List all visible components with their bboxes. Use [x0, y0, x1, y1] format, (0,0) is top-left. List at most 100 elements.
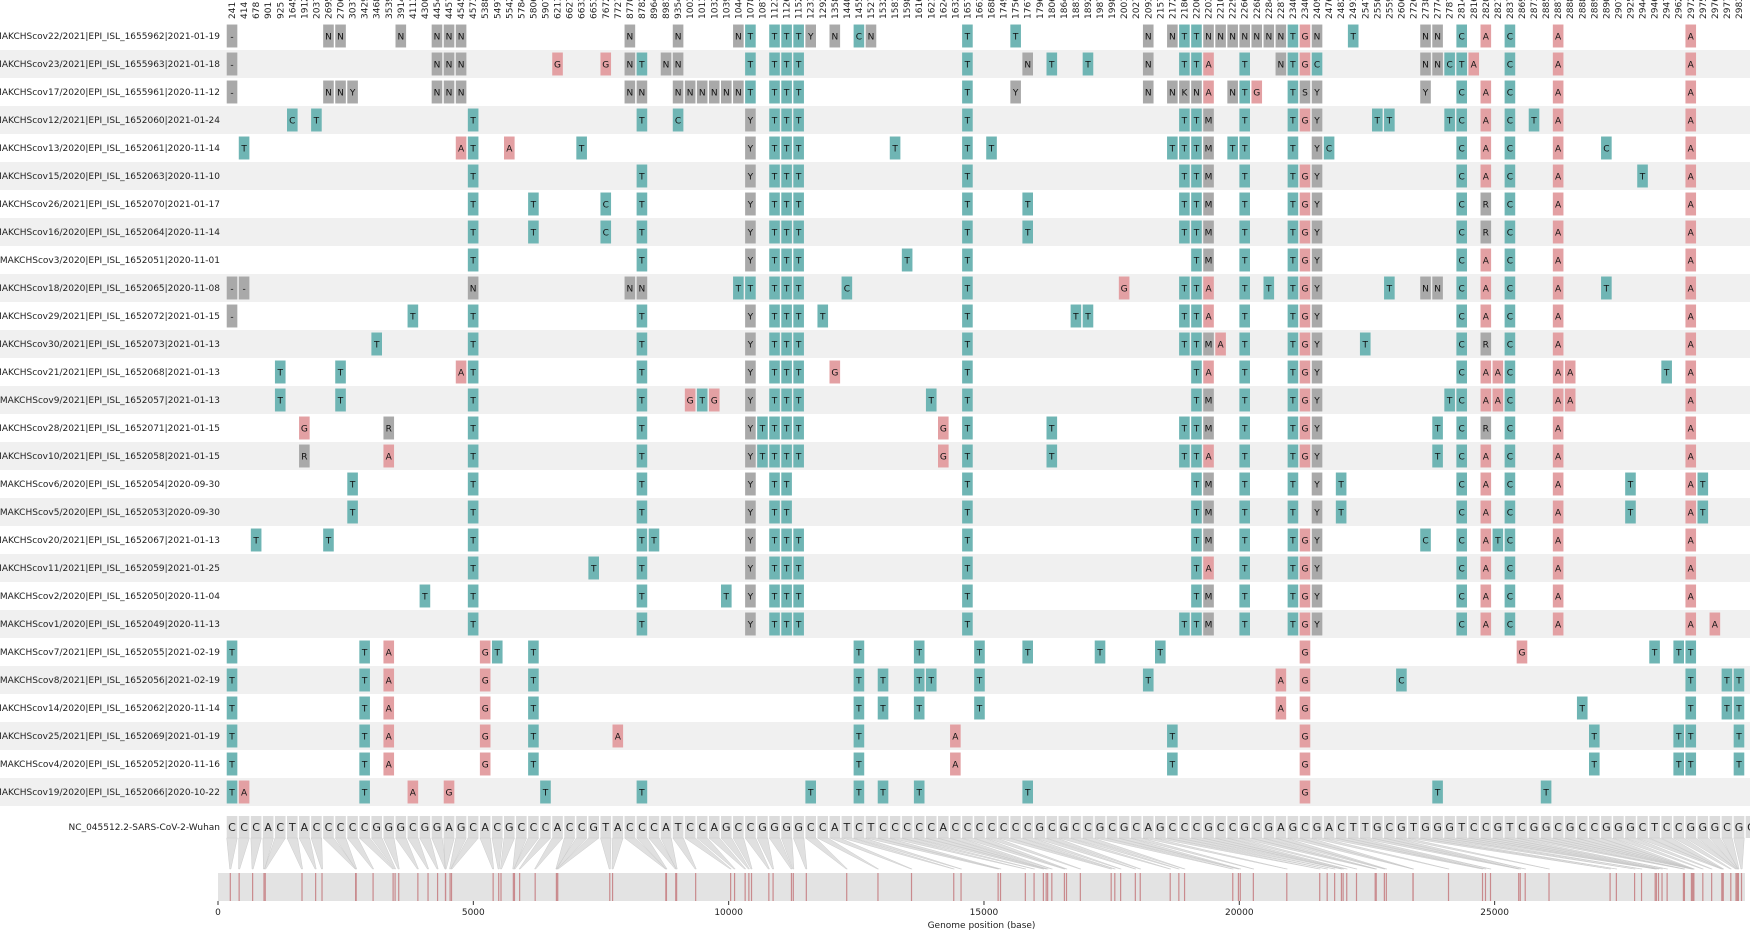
variant-base: T	[915, 649, 922, 659]
variant-cell	[636, 304, 648, 328]
variant-base: T	[469, 117, 476, 127]
position-label: 4545	[457, 0, 467, 19]
reference-cell	[540, 816, 551, 838]
reference-base: C	[349, 821, 357, 834]
variant-cell	[612, 724, 624, 748]
variant-cell	[1287, 108, 1299, 132]
reference-base: C	[1470, 821, 1478, 834]
variant-cell	[1287, 52, 1299, 76]
reference-base: C	[1639, 821, 1647, 834]
reference-cell	[1540, 816, 1552, 838]
variant-base: M	[1205, 425, 1213, 435]
variant-base: N	[337, 33, 344, 43]
variant-cell	[1311, 612, 1323, 636]
reference-base: G	[1735, 821, 1744, 834]
variant-base: N	[723, 89, 730, 99]
reference-base: C	[1723, 821, 1731, 834]
variant-base: T	[855, 677, 862, 687]
variant-cell	[1685, 304, 1697, 328]
variant-cell	[793, 164, 804, 188]
reference-cell	[1408, 816, 1419, 838]
genome-position-mark	[750, 873, 753, 901]
variant-cell	[1637, 164, 1648, 188]
variant-base: T	[771, 537, 778, 547]
genome-position-mark	[1319, 873, 1321, 901]
variant-base: T	[795, 33, 802, 43]
genome-position-mark	[1548, 873, 1550, 901]
variant-base: C	[1314, 61, 1320, 71]
variant-cell	[1685, 388, 1697, 412]
variant-cell	[1311, 164, 1323, 188]
variant-base: T	[1289, 285, 1296, 295]
variant-cell	[467, 612, 479, 636]
variant-cell	[383, 668, 395, 692]
variant-base: T	[1289, 313, 1296, 323]
position-label: 17964	[1036, 0, 1046, 19]
variant-base: T	[964, 509, 971, 519]
variant-base: A	[1688, 173, 1695, 183]
variant-base: A	[1688, 537, 1695, 547]
variant-cell	[1552, 192, 1564, 216]
variant-base: T	[1434, 789, 1441, 799]
variant-base: G	[711, 397, 718, 407]
variant-cell	[769, 108, 780, 132]
variant-base: T	[1289, 509, 1296, 519]
genome-position-mark	[1079, 873, 1081, 901]
variant-cell	[1299, 640, 1311, 664]
reference-base: A	[940, 821, 948, 834]
variant-cell	[769, 80, 780, 104]
variant-base: N	[711, 89, 718, 99]
reference-cell	[962, 816, 973, 838]
variant-cell	[1239, 388, 1250, 412]
variant-cell	[1203, 360, 1214, 384]
variant-base: G	[482, 705, 489, 715]
variant-cell	[1649, 640, 1660, 664]
reference-cell	[1203, 816, 1214, 838]
reference-cell	[431, 816, 443, 838]
genome-position-mark	[1051, 873, 1053, 901]
variant-cell	[1167, 24, 1178, 48]
reference-base: A	[1277, 821, 1285, 834]
variant-base: T	[771, 89, 778, 99]
variant-base: C	[1398, 677, 1404, 687]
variant-cell	[1685, 164, 1697, 188]
position-connector	[491, 837, 503, 870]
reference-base: G	[1445, 821, 1454, 834]
variant-cell	[793, 360, 804, 384]
variant-cell	[1685, 248, 1697, 272]
variant-cell	[1311, 472, 1323, 496]
reference-cell	[238, 816, 250, 838]
variant-cell	[383, 696, 395, 720]
variant-cell	[1299, 556, 1311, 580]
variant-cell	[1287, 416, 1299, 440]
reference-base: C	[1590, 821, 1598, 834]
variant-base: T	[638, 313, 645, 323]
variant-cell	[636, 360, 648, 384]
variant-base: T	[1687, 677, 1694, 687]
variant-cell	[624, 80, 636, 104]
variant-cell	[1685, 52, 1697, 76]
reference-cell	[1130, 816, 1142, 838]
variant-cell	[781, 192, 792, 216]
genome-position-mark	[1489, 873, 1492, 901]
variant-base: Y	[747, 537, 754, 547]
variant-cell	[1167, 724, 1178, 748]
variant-cell	[938, 444, 949, 468]
variant-cell	[1504, 276, 1516, 300]
variant-cell	[1179, 304, 1190, 328]
variant-cell	[745, 444, 756, 468]
variant-cell	[672, 108, 684, 132]
variant-cell	[1191, 360, 1202, 384]
variant-base: A	[1555, 341, 1562, 351]
reference-base: T	[842, 821, 850, 834]
variant-cell	[431, 24, 443, 48]
variant-base: A	[386, 761, 393, 771]
variant-base: G	[1301, 397, 1308, 407]
reference-cell	[407, 816, 419, 838]
variant-cell	[1191, 164, 1202, 188]
variant-cell	[1661, 360, 1672, 384]
variant-base: A	[1483, 509, 1490, 519]
variant-base: T	[1699, 509, 1706, 519]
variant-cell	[1191, 444, 1202, 468]
